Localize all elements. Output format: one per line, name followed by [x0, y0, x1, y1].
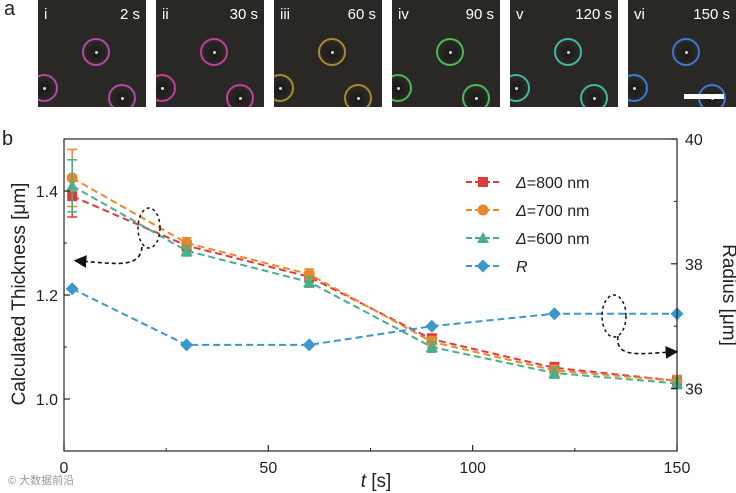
micrograph-photo: v 120 s: [510, 0, 618, 107]
x-tick-label: 100: [459, 460, 486, 477]
micrograph-strip: i 2 s ii 30 s iii 60 s iv 90 s v 120 s v…: [38, 0, 736, 108]
panel-label-b: b: [2, 128, 14, 150]
droplet-ring: [344, 84, 372, 107]
watermark: © 大数据前沿: [8, 475, 75, 487]
x-axis-title-unit: [s]: [366, 471, 391, 492]
series-line: [71, 195, 678, 382]
data-point: [547, 307, 561, 321]
data-point: [65, 282, 79, 296]
droplet-ring: [200, 38, 228, 66]
series-line: [71, 184, 678, 385]
x-axis-title: t [s]: [361, 471, 392, 492]
data-point: [180, 338, 194, 352]
legend-label: Δ=700 nm: [515, 203, 589, 220]
y2-tick-label: 36: [685, 382, 703, 399]
legend-marker: [477, 204, 489, 216]
left-axis-annotation-arrow: [73, 246, 143, 268]
data-point: [548, 367, 561, 378]
x-tick-label: 50: [259, 460, 277, 477]
data-point: [180, 244, 193, 256]
droplet-ring: [38, 74, 58, 102]
series-line: [71, 177, 678, 382]
droplet-ring: [82, 38, 110, 66]
legend-entry: Δ=800 nm: [466, 175, 589, 192]
micrograph-photo: vi 150 s: [628, 0, 736, 107]
x-tick-label: 150: [664, 460, 691, 477]
micrograph-photo: i 2 s: [38, 0, 146, 107]
photo-index: ii: [162, 6, 169, 23]
micrograph-photo: iv 90 s: [392, 0, 500, 107]
panel-label-a: a: [4, 0, 16, 20]
legend-marker: [476, 259, 490, 273]
y-axis-title: Calculated Thickness [μm]: [9, 183, 30, 406]
photo-index: iii: [280, 6, 290, 23]
photo-time: 2 s: [119, 6, 140, 23]
legend-marker: [477, 232, 489, 243]
y2-tick-label: 40: [685, 132, 703, 149]
left-axis-annotation-ellipse: [137, 207, 161, 249]
x-tick-label: 0: [60, 460, 69, 477]
droplet-ring: [628, 74, 648, 102]
scale-bar: [684, 94, 724, 99]
photo-index: v: [516, 6, 524, 23]
droplet-ring: [462, 84, 490, 107]
photo-index: vi: [634, 6, 645, 23]
droplet-ring: [318, 38, 346, 66]
photo-time: 90 s: [465, 6, 494, 23]
legend-marker: [478, 177, 488, 187]
droplet-ring: [156, 74, 176, 102]
droplet-ring: [392, 74, 412, 102]
right-axis-annotation-arrow: [617, 335, 679, 359]
data-point: [302, 338, 316, 352]
droplet-ring: [554, 38, 582, 66]
droplet-ring: [108, 84, 136, 107]
photo-time: 120 s: [575, 6, 612, 23]
x-axis-title-variable: t: [361, 471, 367, 492]
photo-time: 30 s: [229, 6, 258, 23]
y-tick-label: 1.0: [36, 392, 58, 409]
y-tick-label: 1.4: [36, 184, 58, 201]
micrograph-photo: iii 60 s: [274, 0, 382, 107]
y-tick-label: 1.2: [36, 288, 58, 305]
legend-entry: R: [466, 259, 528, 276]
photo-index: iv: [398, 6, 409, 23]
droplet-ring: [226, 84, 254, 107]
droplet-ring: [510, 74, 530, 102]
droplet-ring: [274, 74, 294, 102]
data-point: [425, 341, 438, 352]
droplet-ring: [436, 38, 464, 66]
y2-axis-title: Radius [μm]: [718, 244, 736, 346]
droplet-ring: [672, 38, 700, 66]
legend-entry: Δ=700 nm: [466, 203, 589, 220]
photo-time: 60 s: [347, 6, 376, 23]
legend-label: R: [516, 259, 528, 276]
series-line: [71, 287, 677, 346]
y2-tick-label: 38: [685, 257, 703, 274]
micrograph-photo: ii 30 s: [156, 0, 264, 107]
droplet-ring: [580, 84, 608, 107]
photo-time: 150 s: [693, 6, 730, 23]
photo-index: i: [44, 6, 48, 23]
data-point: [425, 319, 439, 333]
legend-entry: Δ=600 nm: [466, 231, 589, 248]
legend-label: Δ=800 nm: [515, 175, 589, 192]
legend-label: Δ=600 nm: [515, 231, 589, 248]
right-axis-annotation-ellipse: [601, 294, 627, 338]
data-point: [303, 276, 316, 287]
data-point: [66, 179, 79, 191]
